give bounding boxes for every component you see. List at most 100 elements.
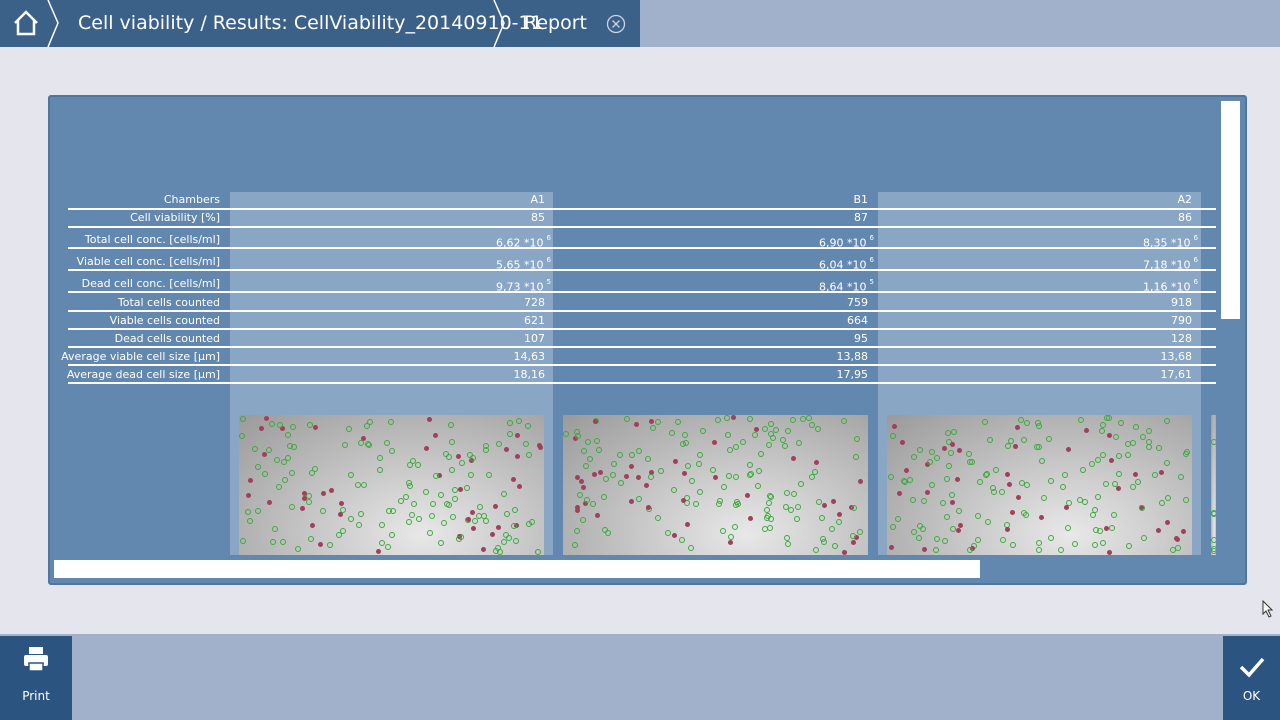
- cell-dot: [437, 492, 444, 499]
- cell-dot: [1125, 452, 1132, 459]
- cell-dot: [403, 494, 410, 501]
- horizontal-scrollbar[interactable]: [54, 560, 980, 578]
- cell-value: 7,18 *10 6: [1143, 255, 1198, 273]
- cell-dot: [957, 448, 963, 454]
- cell-dot: [925, 490, 931, 496]
- cell-dot: [348, 472, 355, 479]
- cell-dot: [1159, 469, 1165, 475]
- cell-dot: [327, 541, 334, 548]
- cell-dot: [832, 542, 839, 549]
- cell-dot: [428, 513, 435, 520]
- cell-dot: [247, 478, 253, 484]
- cell-dot: [947, 449, 954, 456]
- mantissa: 8,35 *10: [1143, 236, 1191, 250]
- cell-dot: [815, 426, 822, 433]
- cell-dot: [496, 524, 502, 530]
- cell-dot: [946, 439, 953, 446]
- cell-dot: [907, 476, 914, 483]
- cell-dot: [857, 479, 863, 485]
- cell-dot: [365, 441, 372, 448]
- cell-value: 790: [1171, 314, 1192, 327]
- cell-dot: [459, 460, 466, 467]
- cell-dot: [528, 519, 535, 526]
- mantissa: 6,90 *10: [819, 236, 867, 250]
- cell-dot: [809, 422, 816, 429]
- cell-value: 759: [847, 296, 868, 309]
- cell-dot: [563, 431, 570, 438]
- cell-dot: [1112, 433, 1119, 440]
- cell-dot: [305, 498, 312, 505]
- cell-dot: [853, 454, 860, 461]
- cell-dot: [605, 530, 612, 537]
- cell-dot: [617, 452, 624, 459]
- cell-dot: [270, 539, 277, 546]
- cell-dot: [610, 461, 617, 468]
- cell-dot: [1004, 442, 1011, 449]
- ok-button[interactable]: OK: [1223, 636, 1280, 720]
- breadcrumb[interactable]: Report: [524, 12, 587, 34]
- cell-dot: [275, 484, 282, 491]
- vertical-scrollbar[interactable]: [1221, 101, 1240, 319]
- cell-dot: [457, 486, 463, 492]
- home-button[interactable]: [12, 9, 40, 37]
- cell-dot: [1007, 482, 1013, 488]
- exponent: 6: [1193, 256, 1198, 264]
- cell-dot: [784, 541, 791, 548]
- cell-dot: [246, 492, 251, 498]
- row-label: Viable cells counted: [109, 314, 220, 327]
- cell-dot: [595, 512, 601, 518]
- cell-dot: [1183, 497, 1190, 504]
- cell-dot: [1009, 509, 1015, 515]
- cell-dot: [800, 416, 807, 423]
- cell-dot: [476, 504, 483, 511]
- cell-dot: [1071, 540, 1078, 547]
- cell-value: B1: [853, 193, 868, 206]
- cell-dot: [269, 421, 276, 428]
- cell-dot: [376, 467, 383, 474]
- cell-dot: [767, 421, 774, 428]
- breadcrumb[interactable]: Cell viability / Results: CellViability_…: [78, 12, 543, 34]
- cell-dot: [328, 488, 334, 494]
- cell-dot: [654, 418, 661, 425]
- cell-dot: [1038, 515, 1044, 521]
- cell-dot: [795, 440, 802, 447]
- cell-dot: [821, 503, 827, 509]
- cell-dot: [432, 433, 438, 439]
- close-button[interactable]: [606, 14, 626, 34]
- print-icon: [24, 647, 48, 672]
- row-rule: [68, 364, 1216, 366]
- cell-dot: [593, 438, 600, 445]
- row-label: Average dead cell size [µm]: [66, 368, 220, 381]
- cell-dot: [957, 523, 963, 529]
- cell-dot: [1061, 471, 1068, 478]
- cell-dot: [302, 496, 308, 502]
- cell-dot: [1065, 524, 1072, 531]
- cell-dot: [525, 452, 532, 459]
- cell-dot: [583, 497, 590, 504]
- cell-dot: [342, 442, 349, 449]
- print-label: Print: [22, 689, 50, 703]
- cell-dot: [438, 539, 445, 546]
- cell-dot: [1096, 527, 1103, 534]
- cell-dot: [1130, 484, 1137, 491]
- cell-dot: [276, 422, 283, 429]
- cell-dot: [246, 517, 253, 524]
- cell-dot: [917, 522, 924, 529]
- cell-dot: [617, 479, 624, 486]
- cell-value: 6,04 *10 6: [819, 255, 874, 273]
- cell-dot: [887, 473, 894, 480]
- cell-dot: [1173, 536, 1179, 542]
- mouse-cursor: [1262, 600, 1274, 618]
- cell-dot: [295, 545, 302, 552]
- cell-dot: [966, 451, 973, 458]
- print-button[interactable]: Print: [0, 636, 72, 720]
- cell-value: 14,63: [513, 350, 546, 363]
- cell-dot: [734, 500, 741, 507]
- cell-dot: [798, 481, 805, 488]
- cell-dot: [1211, 438, 1216, 445]
- cell-dot: [339, 528, 346, 535]
- cell-value: 13,88: [836, 350, 869, 363]
- cell-dot: [579, 516, 586, 523]
- cell-dot: [943, 514, 950, 521]
